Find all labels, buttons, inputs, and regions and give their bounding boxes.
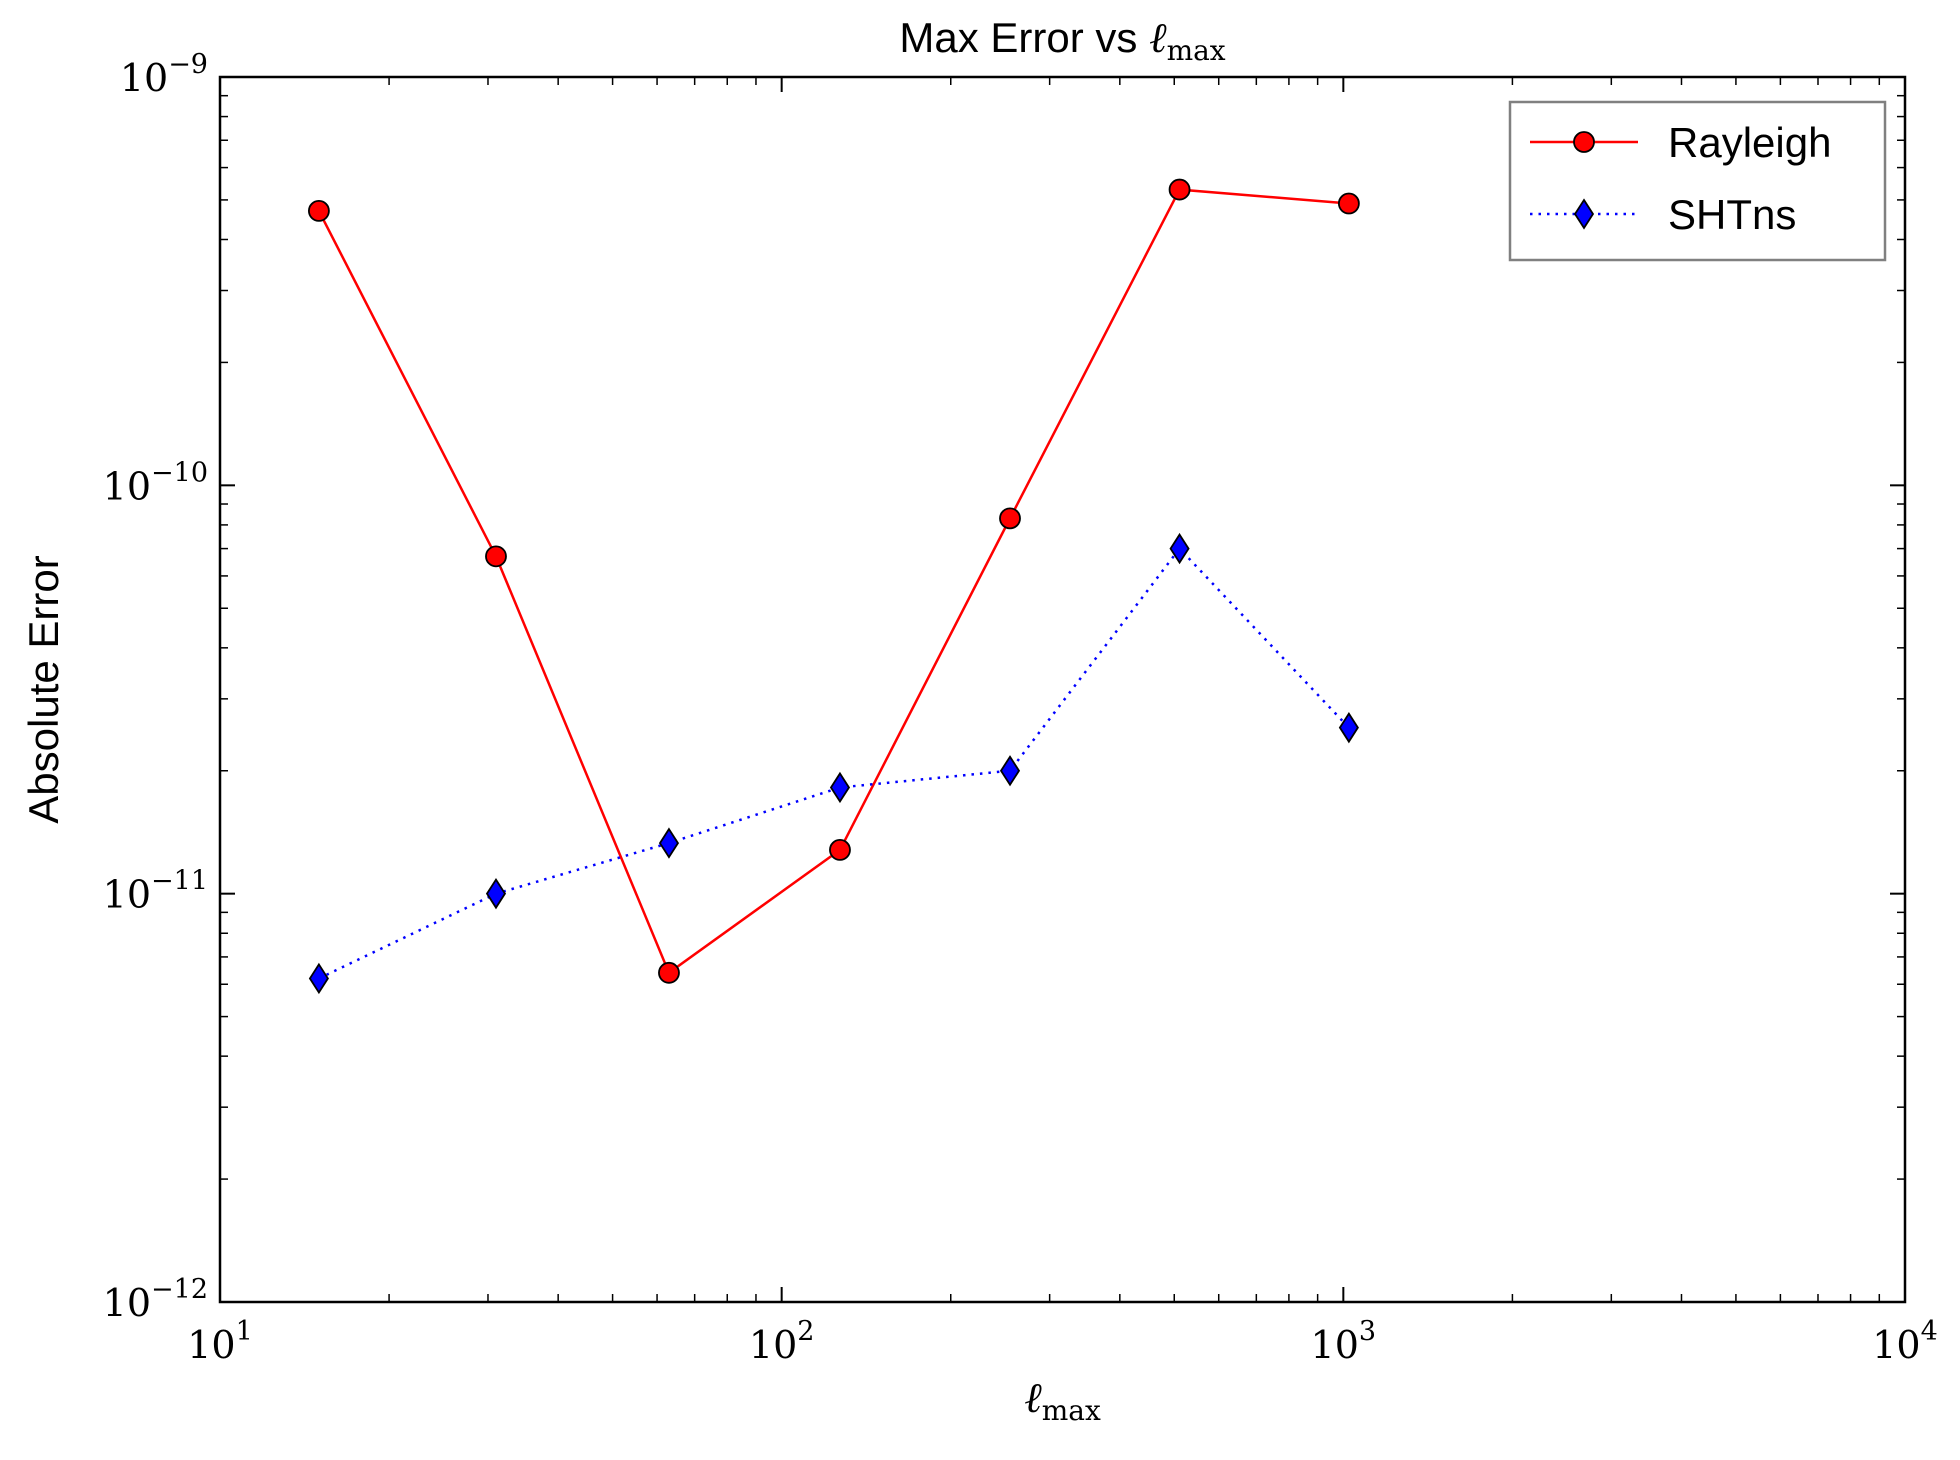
chart-title-text: Max Error vs ℓmax: [899, 13, 1225, 67]
data-point: [485, 878, 507, 910]
data-point: [999, 507, 1021, 530]
data-point: [1338, 711, 1359, 744]
major-ticks: [219, 76, 1906, 1303]
legend-entry-shtns: SHTns: [1530, 191, 1796, 238]
data-point: [1337, 192, 1360, 215]
x-axis-tick-labels: 101 102 103 104: [187, 1316, 1938, 1367]
y-tick-label: 10−11: [103, 866, 208, 917]
x-tick-label: 103: [1311, 1316, 1377, 1367]
data-point: [658, 827, 680, 859]
legend-marker: [1573, 131, 1595, 153]
data-point: [829, 838, 851, 861]
data-point: [308, 962, 329, 995]
y-tick-label: 10−10: [103, 457, 208, 508]
y-tick-label: 10−12: [103, 1274, 208, 1325]
y-axis-label-text: Absolute Error: [20, 555, 67, 823]
legend: Rayleigh SHTns: [1508, 100, 1887, 262]
series-layer: [308, 178, 1360, 995]
legend-label: Rayleigh: [1668, 119, 1831, 166]
x-axis-label: ℓmax: [1024, 1373, 1101, 1427]
data-point: [999, 755, 1021, 787]
data-point: [829, 771, 851, 804]
minor-ticks: [220, 77, 1905, 1302]
legend-box: [1508, 100, 1887, 262]
x-tick-label: 104: [1872, 1316, 1938, 1367]
data-point: [658, 961, 680, 984]
data-point: [485, 545, 507, 568]
series-line: [318, 546, 1350, 980]
x-tick-label: 101: [187, 1316, 253, 1367]
series-rayleigh: [308, 178, 1360, 984]
data-point: [1169, 532, 1190, 565]
x-tick-label: 102: [749, 1316, 815, 1367]
x-axis-label-text: ℓmax: [1024, 1373, 1101, 1427]
chart-title: Max Error vs ℓmax: [899, 13, 1225, 67]
plot-area: [218, 75, 1907, 1304]
data-point: [308, 199, 330, 222]
y-axis-tick-labels: 10−12 10−11 10−10 10−9: [103, 49, 208, 1325]
legend-entry-rayleigh: Rayleigh: [1530, 119, 1831, 166]
plot-frame: [218, 75, 1907, 1304]
data-point: [1168, 178, 1191, 201]
legend-marker: [1573, 198, 1595, 230]
y-axis-label: Absolute Error: [20, 555, 67, 823]
legend-label: SHTns: [1668, 191, 1796, 238]
y-tick-label: 10−9: [120, 49, 208, 100]
series-shtns: [308, 532, 1359, 995]
